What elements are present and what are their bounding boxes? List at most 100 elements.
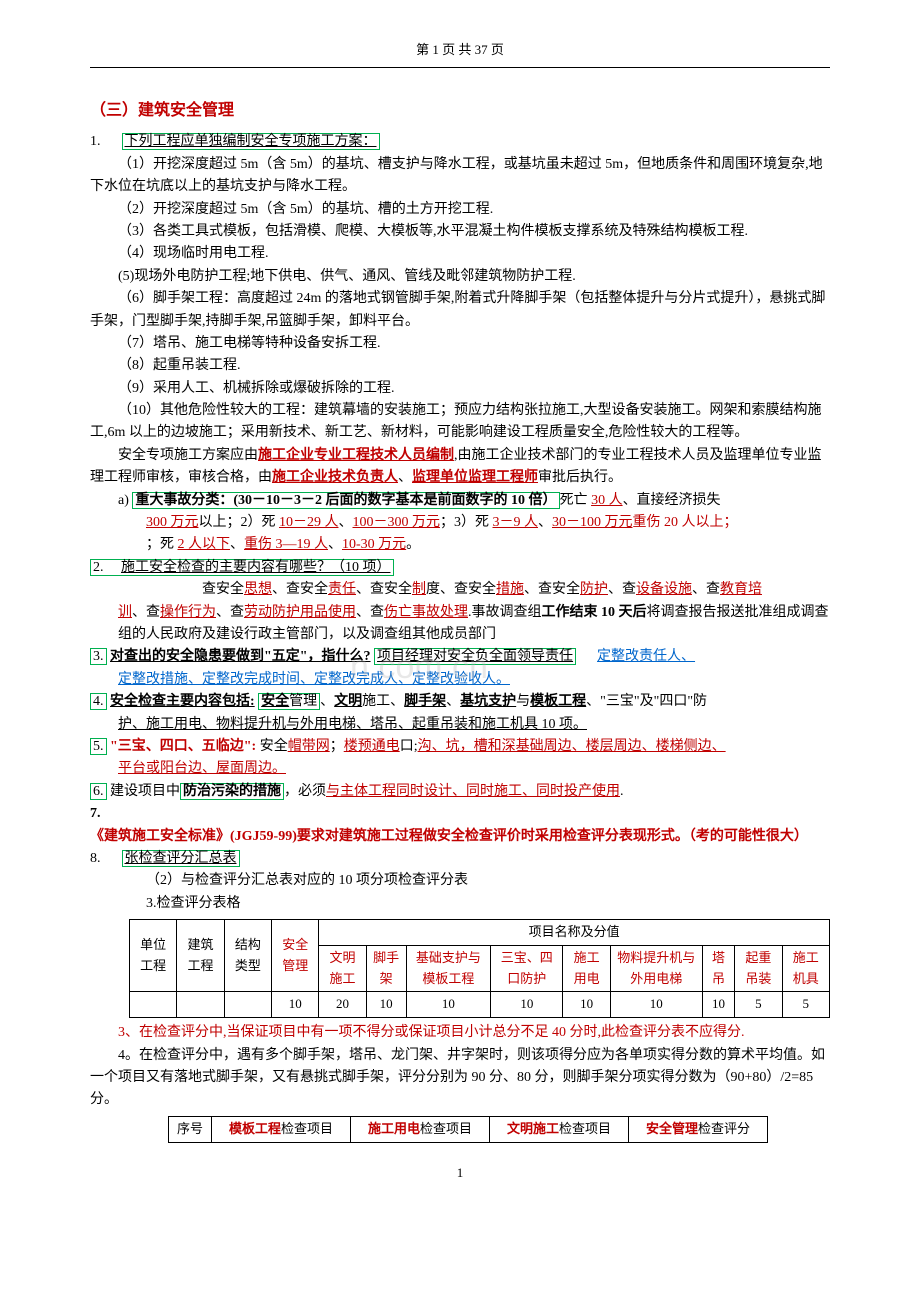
i4-c3: 脚手架 xyxy=(404,694,446,709)
item-1-p3: （3）各类工具式模板，包括滑模、爬模、大模板等,水平混凝土构件模板支撑系统及特殊… xyxy=(90,221,830,243)
i6-red: 与主体工程同时设计、同时施工、同时投产使用 xyxy=(326,784,620,799)
i5-u2: 楼预通电 xyxy=(344,739,400,754)
plan-red2: 施工企业技术负责人 xyxy=(272,470,398,485)
para-4: 4。在检查评分中，遇有多个脚手架，塔吊、龙门架、井字架时，则该项得分应为各单项实… xyxy=(90,1045,830,1112)
i2-u9: 劳动防护用品使用 xyxy=(244,605,356,620)
i2-b9: 、查 xyxy=(216,605,244,620)
i2-u3: 制 xyxy=(412,582,426,597)
item-3-num: 3. xyxy=(93,649,104,664)
i4-s1: 、 xyxy=(320,694,334,709)
v-jsj: 10 xyxy=(366,992,406,1018)
a-t1post: 、直接经济损失 xyxy=(623,493,721,508)
item-3-mid: 项目经理对安全负全面领导责任 xyxy=(374,648,576,665)
a-l3c: 、 xyxy=(328,537,342,552)
item-7-num: 7. xyxy=(90,803,118,825)
th-struct: 结构类型 xyxy=(224,920,271,992)
item-1-lead: 下列工程应单独编制安全专项施工方案： xyxy=(122,133,380,150)
i2-l2a: 训 xyxy=(118,605,132,620)
i6-end: . xyxy=(620,784,624,799)
item-1-p1: （1）开挖深度超过 5m（含 5m）的基坑、槽支护与降水工程，或基坑虽未超过 5… xyxy=(90,154,830,199)
item-6: 6. 建设项目中防治污染的措施，必须与主体工程同时设计、同时施工、同时投产使用. xyxy=(90,781,830,803)
t2-c2a: 模板工程 xyxy=(229,1121,281,1136)
i4-c2: 文明 xyxy=(334,694,362,709)
i4-s2: 、 xyxy=(446,694,460,709)
i4-c1: 安全 xyxy=(261,694,289,709)
plan-red1: 施工企业专业工程技术人员编制 xyxy=(258,448,454,463)
item-3-right: 定整改责任人、 xyxy=(597,649,695,664)
th-td: 塔吊 xyxy=(702,945,734,992)
item-1: 1. 下列工程应单独编制安全专项施工方案： （1）开挖深度超过 5m（含 5m）… xyxy=(90,131,830,556)
t2-c5a: 安全管理 xyxy=(646,1121,698,1136)
i5-u1: 帽带网 xyxy=(288,739,330,754)
i4-c5: 模板工程 xyxy=(530,694,586,709)
i2-u10: 伤亡事故处理 xyxy=(384,605,468,620)
item-7: 7. 《建筑施工安全标准》(JGJ59-99)要求对建筑施工过程做安全检查评价时采… xyxy=(90,803,830,848)
a-39: 3－9 人 xyxy=(493,515,539,530)
th-unit: 单位工程 xyxy=(130,920,177,992)
item-1-p9: （9）采用人工、机械拆除或爆破拆除的工程. xyxy=(90,378,830,400)
a-w20: 重伤 20 人以上； xyxy=(633,515,738,530)
item-2-num: 2. xyxy=(93,557,121,579)
item-2-line2: 训、查操作行为、查劳动防护用品使用、查伤亡事故处理.事故调查组工作结束 10 天… xyxy=(90,602,830,647)
plan-red3: 监理单位监理工程师 xyxy=(412,470,538,485)
item-3: 3. 对查出的安全隐患要做到"五定"，指什么? 项目经理对安全负全面领导责任 定… xyxy=(90,646,830,691)
item-6-num: 6. xyxy=(93,784,104,799)
v-safe: 10 xyxy=(272,992,319,1018)
t2-c5: 安全管理检查评分 xyxy=(629,1116,768,1142)
t2-c3a: 施工用电 xyxy=(368,1121,420,1136)
i2-bold: 工作结束 10 天后 xyxy=(542,605,647,620)
i2-u5: 防护 xyxy=(580,582,608,597)
t2-c2: 模板工程检查项目 xyxy=(212,1116,351,1142)
th-sgjj: 施工机具 xyxy=(782,945,829,992)
item-2-body: 查安全思想、查安全责任、查安全制度、查安全措施、查安全防护、查设备设施、查教育培 xyxy=(90,579,830,601)
t2-c2b: 检查项目 xyxy=(281,1121,333,1136)
item-5-lead: "三宝、四口、五临边": xyxy=(110,739,256,754)
t2-c3: 施工用电检查项目 xyxy=(351,1116,490,1142)
a-l3b: 、 xyxy=(230,537,244,552)
i5-rest: 沟、坑，槽和深基础周边、楼层周边、楼梯侧边、 xyxy=(418,739,726,754)
a-w319: 重伤 3—19 人 xyxy=(244,537,328,552)
item-1-p6: （6）脚手架工程：高度超过 24m 的落地式钢管脚手架,附着式升降脚手架（包括整… xyxy=(90,288,830,333)
t2-c3b: 检查项目 xyxy=(420,1121,472,1136)
a-t1p: 死亡 xyxy=(560,493,592,508)
i2-b7: 、查 xyxy=(692,582,720,597)
item-4-lead: 安全检查主要内容包括: xyxy=(110,694,255,709)
page-header: 第 1 页 共 37 页 xyxy=(90,40,830,68)
i2-u2: 责任 xyxy=(328,582,356,597)
i2-u8: 操作行为 xyxy=(160,605,216,620)
i4-c4b: 与 xyxy=(516,694,530,709)
item-1-plan: 安全专项施工方案应由施工企业专业工程技术人员编制,由施工企业技术部门的专业工程技… xyxy=(90,445,830,490)
i5-b1: ； xyxy=(330,739,344,754)
item-1-p10: （10）其他危险性较大的工程：建筑幕墙的安装施工；预应力结构张拉施工,大型设备安… xyxy=(90,400,830,445)
plan-sep: 、 xyxy=(398,470,412,485)
item-4: 4. 安全检查主要内容包括: 安全管理、文明施工、脚手架、基坑支护与模板工程、"… xyxy=(90,691,830,736)
i2-u4: 措施 xyxy=(496,582,524,597)
th-syd: 施工用电 xyxy=(563,945,610,992)
a-30: 30 人 xyxy=(591,493,623,508)
item-4-c1: 安全管理 xyxy=(258,693,320,710)
check-items-table: 序号 模板工程检查项目 施工用电检查项目 文明施工检查项目 安全管理检查评分 xyxy=(168,1116,768,1143)
i2-b3: 、查安全 xyxy=(356,582,412,597)
item-3-line2: 定整改措施、定整改完成时间、定整改完成人、定整改验收人。 xyxy=(90,669,830,691)
a-l2c: ；3）死 xyxy=(440,515,493,530)
th-wltsj: 物料提升机与外用电梯 xyxy=(610,945,702,992)
item-8-lead: 张检查评分汇总表 xyxy=(122,850,240,867)
v-td: 10 xyxy=(702,992,734,1018)
i2-u6: 设备设施 xyxy=(636,582,692,597)
plan-post: 审批后执行。 xyxy=(538,470,622,485)
item-1-number: 1. xyxy=(90,131,118,153)
page: 第 1 页 共 37 页 （三）建筑安全管理 1. 下列工程应单独编制安全专项施… xyxy=(0,0,920,1223)
i4-t1: 、"三宝"及"四口"防 xyxy=(586,694,707,709)
item-4-num-box: 4. xyxy=(90,693,107,710)
a-300w: 300 万元 xyxy=(146,515,199,530)
item-6-num-box: 6. xyxy=(90,783,107,800)
item-7-text: 《建筑施工安全标准》(JGJ59-99)要求对建筑施工过程做安全检查评价时采用检… xyxy=(90,829,808,844)
i2-b4: 度、查安全 xyxy=(426,582,496,597)
i5-b2: 口; xyxy=(400,739,418,754)
i4-c4: 基坑支护 xyxy=(460,694,516,709)
a-1030: 10-30 万元 xyxy=(342,537,406,552)
i2-tail: .事故调查组 xyxy=(468,605,542,620)
t2-c5b: 检查评分 xyxy=(698,1121,750,1136)
i6-box: 防治污染的措施 xyxy=(180,783,284,800)
v-qz: 5 xyxy=(735,992,782,1018)
